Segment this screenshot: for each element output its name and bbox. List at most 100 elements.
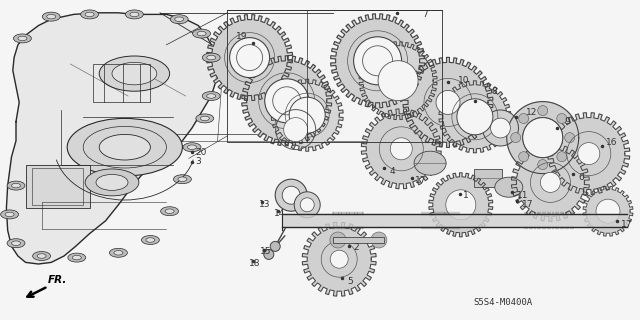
Ellipse shape <box>540 172 561 192</box>
Ellipse shape <box>495 177 523 197</box>
Circle shape <box>72 255 81 260</box>
Polygon shape <box>271 79 343 151</box>
Circle shape <box>125 10 143 19</box>
Circle shape <box>99 56 170 91</box>
Text: S5S4-M0400A: S5S4-M0400A <box>474 298 532 307</box>
Circle shape <box>96 174 128 190</box>
Polygon shape <box>6 13 218 264</box>
Ellipse shape <box>273 87 301 115</box>
Ellipse shape <box>557 152 567 162</box>
Ellipse shape <box>353 37 402 85</box>
Text: 13: 13 <box>259 200 270 209</box>
Ellipse shape <box>270 241 280 252</box>
Text: FR.: FR. <box>48 276 67 285</box>
Polygon shape <box>362 109 441 189</box>
Ellipse shape <box>538 160 548 170</box>
Circle shape <box>175 17 184 21</box>
Circle shape <box>173 175 191 184</box>
Circle shape <box>178 177 187 181</box>
Circle shape <box>47 14 56 19</box>
Ellipse shape <box>275 179 307 211</box>
Circle shape <box>85 169 139 196</box>
Ellipse shape <box>390 138 412 160</box>
Text: 7: 7 <box>422 10 428 19</box>
Polygon shape <box>403 57 493 148</box>
Ellipse shape <box>538 106 548 116</box>
Circle shape <box>1 210 19 219</box>
Circle shape <box>141 236 159 244</box>
Polygon shape <box>439 81 511 153</box>
Text: 18: 18 <box>249 259 260 268</box>
Text: 6: 6 <box>578 173 584 182</box>
Circle shape <box>42 12 60 21</box>
Bar <box>26 165 90 208</box>
Circle shape <box>202 53 220 62</box>
Circle shape <box>37 254 46 258</box>
Ellipse shape <box>264 249 274 260</box>
Ellipse shape <box>523 118 563 158</box>
Text: 15: 15 <box>260 247 271 256</box>
Text: 5: 5 <box>347 277 353 286</box>
Bar <box>227 10 442 142</box>
Ellipse shape <box>518 152 529 162</box>
Circle shape <box>85 12 94 17</box>
Ellipse shape <box>378 61 418 101</box>
Polygon shape <box>507 102 579 173</box>
Text: 16: 16 <box>606 138 618 147</box>
Text: 4: 4 <box>389 167 395 176</box>
Text: 14: 14 <box>274 209 285 218</box>
Ellipse shape <box>265 79 308 123</box>
Text: 19: 19 <box>236 32 247 41</box>
Ellipse shape <box>436 91 460 115</box>
Ellipse shape <box>284 118 308 142</box>
Ellipse shape <box>371 232 387 248</box>
Circle shape <box>200 116 209 121</box>
Ellipse shape <box>578 143 600 164</box>
Circle shape <box>67 118 182 176</box>
Polygon shape <box>207 15 292 100</box>
Ellipse shape <box>483 110 518 146</box>
Circle shape <box>193 29 211 38</box>
Circle shape <box>202 92 220 100</box>
Text: 12: 12 <box>526 108 538 116</box>
Ellipse shape <box>564 132 575 143</box>
Bar <box>333 237 384 243</box>
Circle shape <box>196 114 214 123</box>
Ellipse shape <box>300 198 314 212</box>
Text: 8: 8 <box>492 87 497 96</box>
Text: 17: 17 <box>621 220 633 229</box>
Circle shape <box>13 34 31 43</box>
Ellipse shape <box>596 199 620 223</box>
Circle shape <box>18 36 27 41</box>
Circle shape <box>146 238 155 242</box>
Ellipse shape <box>446 190 476 220</box>
Polygon shape <box>242 56 332 146</box>
Ellipse shape <box>237 44 262 71</box>
Circle shape <box>114 251 123 255</box>
Ellipse shape <box>363 46 392 76</box>
Circle shape <box>130 12 139 17</box>
Circle shape <box>33 252 51 260</box>
Circle shape <box>183 143 201 152</box>
Circle shape <box>7 181 25 190</box>
Circle shape <box>165 209 174 213</box>
Text: 9: 9 <box>564 117 570 126</box>
Ellipse shape <box>523 118 563 158</box>
Ellipse shape <box>330 232 346 248</box>
Circle shape <box>207 55 216 60</box>
Text: 10: 10 <box>458 76 469 84</box>
Polygon shape <box>359 42 437 120</box>
Text: 17: 17 <box>522 200 534 209</box>
Circle shape <box>7 239 25 248</box>
Polygon shape <box>583 186 633 236</box>
Circle shape <box>197 31 206 36</box>
Bar <box>93 64 150 102</box>
Text: 2: 2 <box>353 244 359 252</box>
Circle shape <box>12 241 20 245</box>
Ellipse shape <box>518 114 529 124</box>
Ellipse shape <box>511 132 521 143</box>
Polygon shape <box>429 173 493 237</box>
Ellipse shape <box>414 151 446 175</box>
Circle shape <box>99 134 150 160</box>
Polygon shape <box>548 113 630 195</box>
